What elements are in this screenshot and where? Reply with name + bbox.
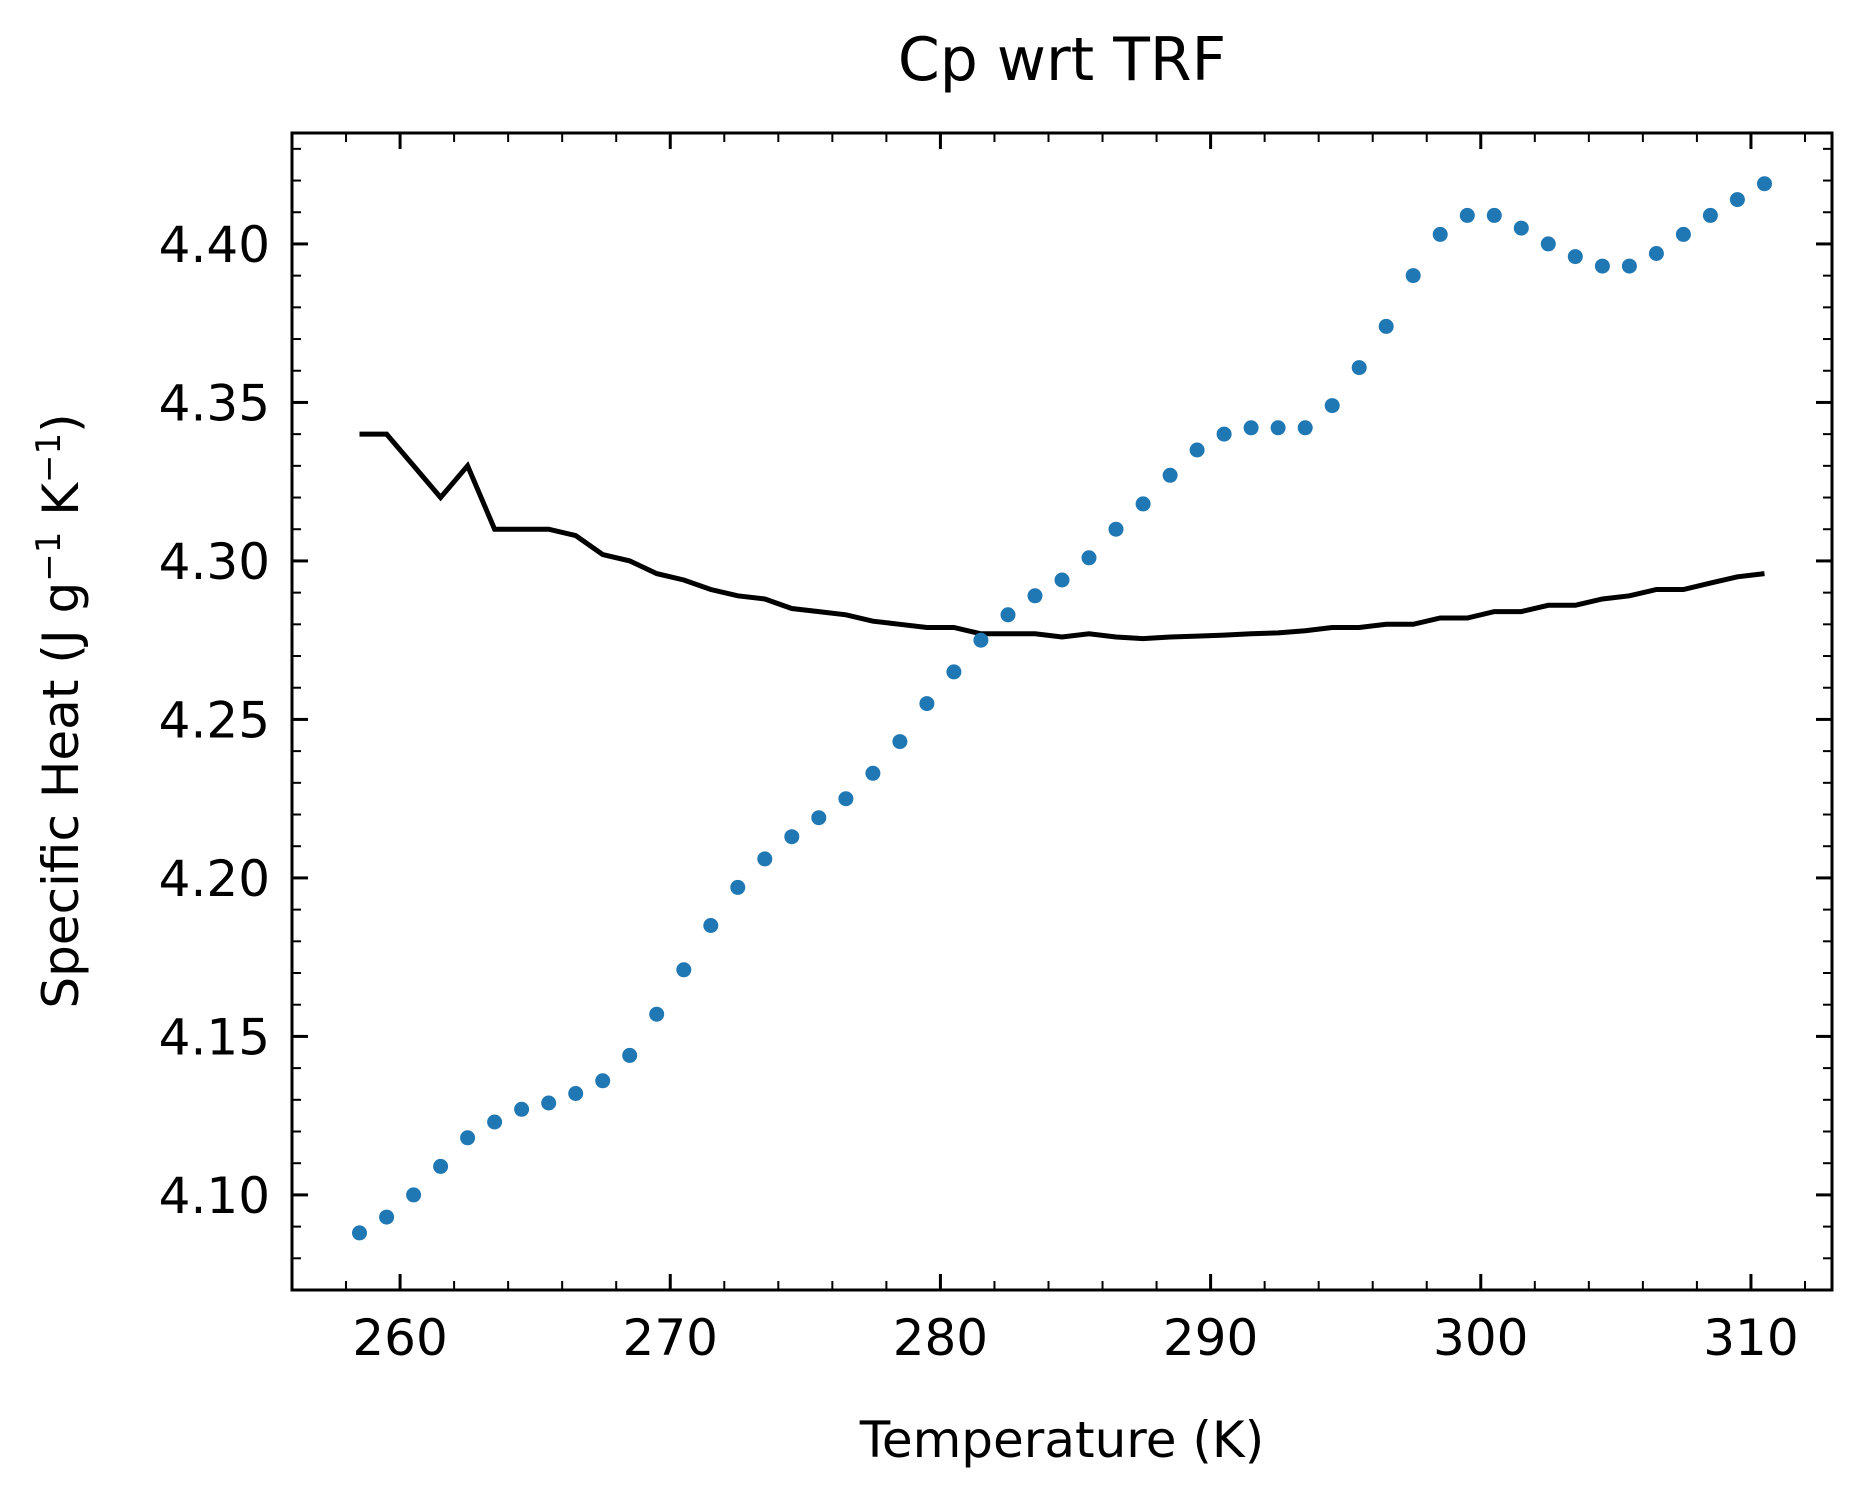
scatter-point: [1000, 607, 1016, 623]
y-tick-label: 4.35: [159, 374, 270, 432]
scatter-point: [1486, 207, 1502, 223]
scatter-point: [1297, 420, 1313, 436]
scatter-point: [1108, 521, 1124, 537]
y-tick-label: 4.20: [159, 850, 270, 908]
scatter-point: [541, 1095, 557, 1111]
scatter-point: [514, 1101, 530, 1117]
scatter-point: [676, 962, 692, 978]
scatter-point: [622, 1047, 638, 1063]
scatter-point: [1378, 318, 1394, 334]
scatter-point: [703, 918, 719, 933]
scatter-point: [1135, 496, 1151, 512]
scatter-point: [973, 632, 989, 648]
y-tick-label: 4.15: [159, 1008, 270, 1066]
x-tick-label: 290: [1163, 1309, 1258, 1367]
x-axis-title: Temperature (K): [859, 1411, 1264, 1469]
scatter-point: [352, 1225, 367, 1241]
scatter-point: [1621, 258, 1637, 274]
y-axis-title: Specific Heat (J g−1 K−1): [29, 413, 90, 1008]
scatter-point: [568, 1086, 584, 1101]
scatter-point: [1675, 226, 1691, 242]
x-tick-label: 260: [352, 1309, 447, 1367]
scatter-point: [460, 1130, 476, 1146]
scatter-point: [919, 696, 935, 712]
scatter-point: [1757, 176, 1772, 192]
y-axis-title-end: ): [32, 413, 90, 433]
major-ticks: [292, 133, 1832, 1290]
x-tick-labels: 260 270 280 290 300 310: [352, 1309, 1798, 1367]
scatter-point: [784, 829, 800, 845]
scatter-point: [1405, 268, 1421, 284]
scatter-point: [730, 879, 746, 895]
scatter-point: [1594, 258, 1610, 274]
scatter-point: [1432, 226, 1448, 242]
scatter-point: [1567, 249, 1583, 265]
scatter-point: [1513, 220, 1529, 236]
scatter-point: [433, 1158, 449, 1174]
series-line-0: [359, 431, 1765, 642]
y-tick-label: 4.25: [159, 691, 270, 749]
y-axis-title-exp2: −1: [29, 433, 69, 483]
y-axis-title-base: Specific Heat (J g: [32, 582, 90, 1009]
y-axis-title-exp1: −1: [29, 532, 69, 582]
x-tick-label: 280: [893, 1309, 988, 1367]
scatter-point: [1081, 550, 1097, 566]
scatter-point: [487, 1114, 503, 1130]
x-tick-label: 270: [623, 1309, 718, 1367]
scatter-point: [946, 664, 962, 680]
scatter-point: [1162, 467, 1178, 483]
scatter-point: [649, 1006, 665, 1022]
y-tick-label: 4.10: [159, 1167, 270, 1225]
scatter-point: [1351, 360, 1367, 376]
scatter-point: [1459, 207, 1475, 223]
scatter-point: [1648, 246, 1664, 261]
scatter-point: [1540, 236, 1556, 252]
scatter-point: [1216, 426, 1232, 442]
scatter-point: [757, 851, 773, 867]
chart-title: Cp wrt TRF: [898, 25, 1226, 95]
scatter-point: [1702, 207, 1718, 223]
x-tick-label: 300: [1433, 1309, 1528, 1367]
scatter-point: [838, 791, 854, 807]
y-tick-label: 4.40: [159, 216, 270, 274]
scatter-point: [1729, 192, 1745, 208]
scatter-point: [1189, 442, 1205, 458]
x-tick-label: 310: [1703, 1309, 1798, 1367]
plot-frame: [290, 131, 1834, 1292]
y-axis-title-mid: K: [32, 482, 90, 532]
scatter-point: [892, 734, 908, 750]
scatter-point: [1054, 572, 1070, 588]
scatter-point: [1270, 420, 1286, 436]
scatter-point: [595, 1073, 611, 1089]
scatter-point: [1027, 588, 1043, 604]
scatter-point: [865, 765, 881, 781]
scatter-point: [406, 1187, 422, 1203]
plot-series: [352, 176, 1772, 1241]
y-tick-labels: 4.10 4.15 4.20 4.25 4.30 4.35 4.40: [159, 216, 270, 1225]
y-tick-label: 4.30: [159, 533, 270, 591]
scatter-point: [811, 810, 827, 826]
scatter-point: [379, 1209, 395, 1225]
scatter-point: [1243, 420, 1259, 436]
scatter-point: [1324, 398, 1340, 414]
